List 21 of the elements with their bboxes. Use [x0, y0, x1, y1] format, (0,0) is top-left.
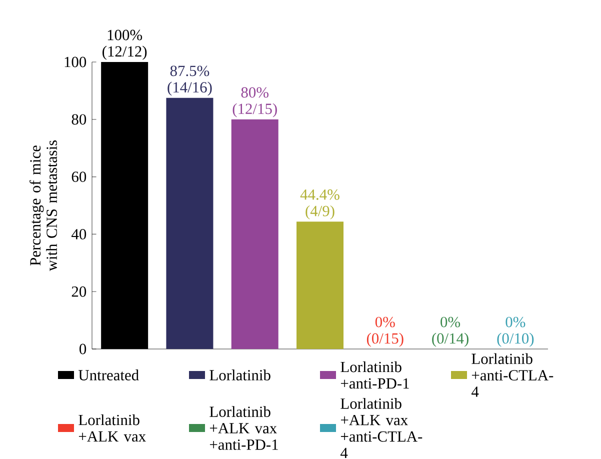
legend-label: Lorlatinib +anti-CTLA-4	[472, 353, 554, 397]
data-label: 80% (12/15)	[232, 87, 277, 118]
data-label: 44.4% (4/9)	[300, 189, 340, 220]
data-label: 0% (0/15)	[366, 316, 404, 347]
y-tick-label: 100	[64, 56, 86, 68]
data-label: 100% (12/12)	[102, 30, 147, 60]
legend-label: Lorlatinib +ALK vax	[78, 414, 146, 442]
y-tick-label: 0	[80, 344, 86, 354]
legend-label: Lorlatinib +ALK vax +anti-PD-1	[210, 406, 278, 450]
data-label: 0% (0/14)	[432, 316, 468, 347]
y-tick-label: 40	[72, 228, 86, 240]
y-tick-label: 20	[72, 286, 86, 297]
legend-label: Lorlatinib	[210, 370, 270, 380]
data-label: 0% (0/10)	[497, 316, 534, 347]
data-label: 87.5% (14/16)	[168, 66, 212, 96]
legend-label: Lorlatinib +ALK vax +anti-CTLA-4	[340, 398, 422, 458]
legend-label: Lorlatinib +anti-PD-1	[340, 361, 409, 389]
legend-label: Untreated	[78, 370, 139, 380]
y-tick-label: 60	[72, 172, 86, 182]
y-tick-label: 80	[72, 114, 86, 125]
y-axis-title: Percentage of mice with CNS metastasis	[30, 140, 58, 272]
